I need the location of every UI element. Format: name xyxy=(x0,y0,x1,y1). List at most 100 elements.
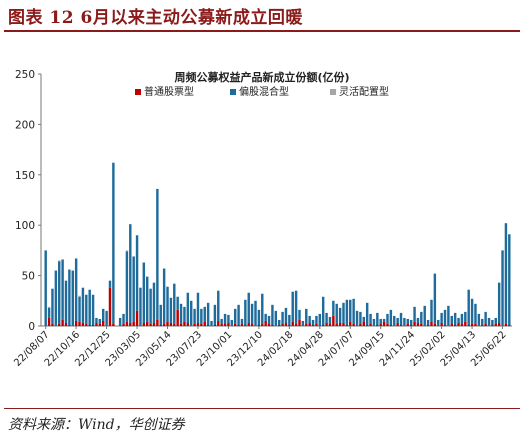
bar-hybrid xyxy=(298,309,301,320)
bar-hybrid xyxy=(244,299,247,325)
bar-common-stock xyxy=(152,322,156,326)
bar-common-stock xyxy=(257,324,261,326)
bar-common-stock xyxy=(58,323,61,326)
y-tick-label: 200 xyxy=(15,119,35,131)
bar-hybrid xyxy=(325,312,328,323)
bar-hybrid xyxy=(267,315,271,324)
y-tick-label: 150 xyxy=(15,170,35,182)
bar-hybrid xyxy=(179,303,183,324)
bar-flexible xyxy=(47,306,51,308)
bar-common-stock xyxy=(203,321,206,326)
bar-hybrid xyxy=(433,273,437,324)
bar-hybrid xyxy=(403,317,406,326)
bar-common-stock xyxy=(68,324,71,326)
bar-common-stock xyxy=(95,322,98,326)
bar-common-stock xyxy=(244,324,247,326)
bar-hybrid xyxy=(54,270,58,326)
bar-common-stock xyxy=(223,323,227,326)
bar-hybrid xyxy=(457,317,460,323)
legend-swatch xyxy=(330,89,336,95)
legend-swatch xyxy=(230,89,236,95)
bar-common-stock xyxy=(206,324,210,326)
bar-hybrid xyxy=(210,320,213,326)
bar-hybrid xyxy=(437,319,440,326)
bar-common-stock xyxy=(149,323,152,326)
y-tick-label: 0 xyxy=(28,321,35,333)
bar-common-stock xyxy=(220,323,223,326)
bar-hybrid xyxy=(68,269,71,325)
bar-hybrid xyxy=(443,309,447,325)
bar-common-stock xyxy=(277,324,281,326)
bar-common-stock xyxy=(78,321,81,326)
bar-common-stock xyxy=(196,322,200,326)
bar-hybrid xyxy=(409,319,413,325)
bar-common-stock xyxy=(332,315,335,326)
bar-common-stock xyxy=(142,322,146,326)
bar-common-stock xyxy=(416,322,420,326)
bar-hybrid xyxy=(95,317,98,323)
source-divider xyxy=(4,408,520,409)
bar-hybrid xyxy=(47,307,51,318)
bar-hybrid xyxy=(464,311,467,322)
bar-hybrid xyxy=(284,307,288,323)
bar-hybrid xyxy=(108,280,112,288)
bar-common-stock xyxy=(85,323,88,326)
bar-common-stock xyxy=(159,324,162,326)
bar-common-stock xyxy=(379,323,382,326)
bar-common-stock xyxy=(271,324,274,326)
bar-common-stock xyxy=(146,321,149,326)
legend-label: 普通股票型 xyxy=(144,85,194,98)
bar-common-stock xyxy=(166,321,169,326)
bar-hybrid xyxy=(396,317,399,323)
bar-hybrid xyxy=(450,315,453,324)
bar-hybrid xyxy=(470,298,474,324)
bar-hybrid xyxy=(376,312,379,325)
bar-common-stock xyxy=(247,322,250,326)
bar-hybrid xyxy=(196,292,200,323)
bar-hybrid xyxy=(233,308,237,324)
bar-hybrid xyxy=(393,315,396,326)
bar-common-stock xyxy=(64,322,68,326)
legend: 普通股票型 偏股混合型 灵活配置型 xyxy=(135,85,389,98)
bar-hybrid xyxy=(240,318,244,324)
bar-hybrid xyxy=(484,311,487,324)
bar-hybrid xyxy=(61,259,64,320)
bar-common-stock xyxy=(406,323,410,326)
bar-common-stock xyxy=(298,319,301,326)
bar-common-stock xyxy=(494,323,497,326)
bar-hybrid xyxy=(349,299,352,322)
bar-hybrid xyxy=(254,300,257,326)
bar-common-stock xyxy=(474,323,477,326)
bar-hybrid xyxy=(288,314,291,325)
bar-hybrid xyxy=(271,304,274,325)
bar-common-stock xyxy=(51,323,54,326)
bar-hybrid xyxy=(264,313,267,321)
bar-common-stock xyxy=(81,322,85,326)
bar-hybrid xyxy=(328,316,332,324)
bar-hybrid xyxy=(369,313,372,324)
bar-common-stock xyxy=(186,322,190,326)
bar-hybrid xyxy=(311,319,315,325)
bar-common-stock xyxy=(176,309,179,326)
bar-hybrid xyxy=(497,282,501,323)
bar-hybrid xyxy=(447,305,450,326)
bar-hybrid xyxy=(406,318,410,324)
bar-common-stock xyxy=(325,322,328,326)
bar-common-stock xyxy=(470,323,474,326)
bar-hybrid xyxy=(122,313,125,324)
bar-hybrid xyxy=(58,261,61,324)
bar-common-stock xyxy=(430,321,433,326)
bar-common-stock xyxy=(491,324,494,326)
bar-common-stock xyxy=(467,324,470,326)
bar-hybrid xyxy=(423,305,426,326)
bar-hybrid xyxy=(183,306,186,322)
bar-hybrid xyxy=(481,318,484,325)
bar-hybrid xyxy=(203,306,206,322)
bar-hybrid xyxy=(189,300,193,326)
bar-hybrid xyxy=(386,313,389,324)
bar-hybrid xyxy=(453,312,457,325)
source-note: 资料来源：Wind，华创证券 xyxy=(8,417,185,433)
bar-hybrid xyxy=(213,304,217,325)
bar-hybrid xyxy=(132,256,135,322)
bar-common-stock xyxy=(240,323,244,326)
